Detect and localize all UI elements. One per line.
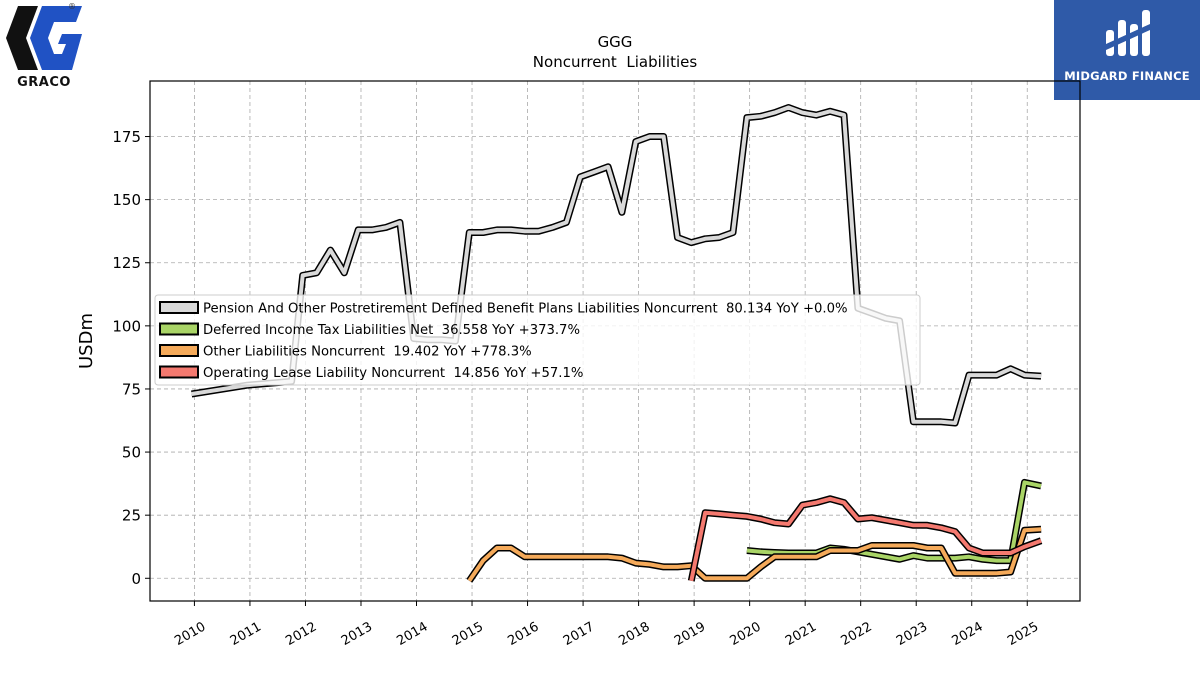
y-tick-label: 75	[122, 380, 141, 398]
x-tick-label: 2014	[394, 619, 430, 649]
graco-logo-mark	[6, 6, 82, 70]
plot-frame	[149, 80, 1081, 602]
series-line	[689, 496, 1042, 582]
legend-entry-label: Pension And Other Postretirement Defined…	[203, 302, 848, 317]
x-tick-label: 2015	[450, 619, 486, 649]
series-line	[191, 105, 1042, 425]
graco-logo: ® GRACO	[2, 2, 86, 92]
midgard-logo-mark	[1106, 10, 1150, 56]
x-tick-label: 2024	[950, 619, 986, 649]
legend-swatch	[159, 365, 199, 379]
x-tick-label: 2017	[561, 619, 597, 649]
series-line	[746, 480, 1042, 563]
y-axis-label: USDm	[76, 313, 97, 369]
legend-swatch	[159, 344, 199, 357]
x-tick-label: 2022	[839, 619, 875, 649]
midgard-logo-text: MIDGARD FINANCE	[1064, 69, 1190, 83]
chart-title: GGG	[598, 33, 633, 51]
series-line-outline	[687, 495, 1043, 582]
x-tick-label: 2020	[727, 619, 763, 649]
graco-logo-text: GRACO	[17, 75, 71, 90]
legend-entry-label: Other Liabilities Noncurrent 19.402 YoY …	[203, 345, 532, 360]
x-tick-label: 2023	[894, 619, 930, 649]
registered-mark: ®	[68, 2, 76, 11]
x-tick-label: 2018	[616, 619, 652, 649]
x-tick-label: 2011	[228, 619, 264, 649]
legend: Pension And Other Postretirement Defined…	[154, 294, 921, 386]
y-tick-label: 50	[122, 444, 141, 462]
x-tick-label: 2016	[505, 619, 541, 649]
series-layer	[191, 104, 1043, 583]
legend-swatch	[159, 301, 199, 314]
midgard-finance-logo: MIDGARD FINANCE	[1054, 0, 1200, 100]
legend-box	[154, 294, 921, 386]
x-tick-label: 2012	[283, 619, 319, 649]
series-line	[467, 527, 1042, 582]
y-tick-label: 0	[131, 570, 141, 588]
x-tick-label: 2021	[783, 619, 819, 649]
y-tick-label: 150	[112, 191, 141, 209]
legend-swatch	[159, 322, 199, 336]
y-tick-label: 100	[112, 317, 141, 335]
y-tick-label: 175	[112, 128, 141, 146]
x-tick-label: 2025	[1005, 619, 1041, 649]
x-tick-label: 2019	[672, 619, 708, 649]
x-tick-label: 2010	[172, 619, 208, 649]
y-tick-label: 25	[122, 507, 141, 525]
chart-subtitle: Noncurrent Liabilities	[533, 53, 698, 71]
legend-entry-label: Deferred Income Tax Liabilities Net 36.5…	[203, 323, 580, 338]
legend-entry-label: Operating Lease Liability Noncurrent 14.…	[203, 366, 583, 381]
x-tick-label: 2013	[339, 619, 375, 649]
y-tick-label: 125	[112, 254, 141, 272]
